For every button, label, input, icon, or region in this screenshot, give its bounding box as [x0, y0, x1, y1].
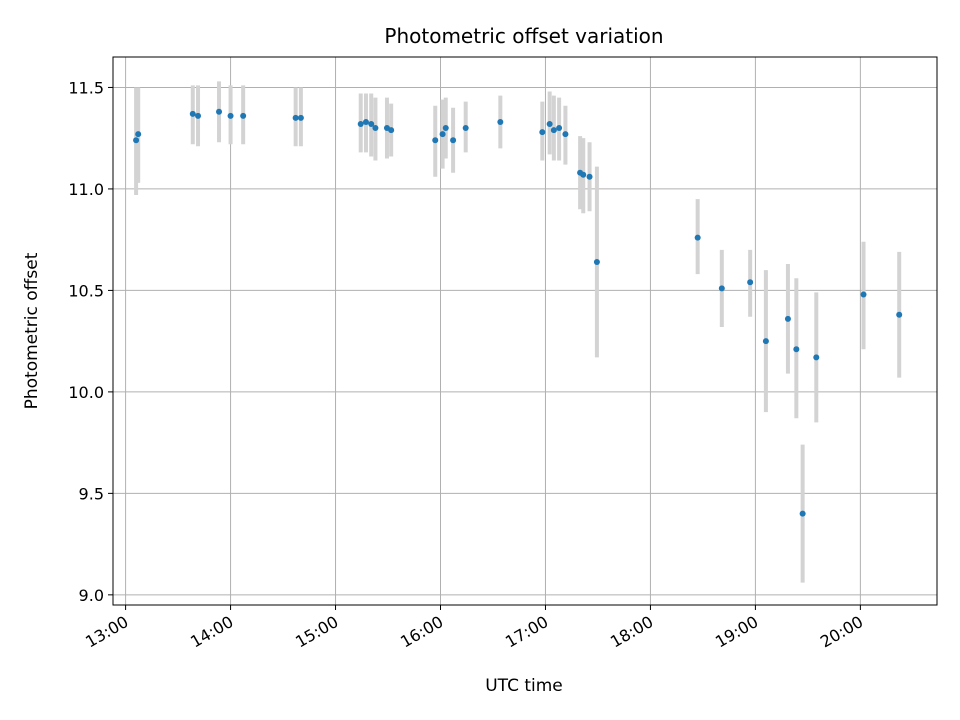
data-point: [747, 279, 754, 286]
data-point: [133, 137, 140, 144]
data-point: [556, 125, 563, 132]
x-axis-title: UTC time: [485, 676, 563, 696]
y-axis-title: Photometric offset: [22, 252, 42, 409]
plot-frame: [112, 56, 938, 606]
data-point: [227, 112, 234, 119]
data-point: [292, 114, 299, 121]
data-point: [580, 171, 587, 178]
data-point: [195, 112, 202, 119]
data-point: [388, 127, 395, 134]
data-point: [793, 346, 800, 353]
data-point: [593, 258, 600, 265]
data-point: [372, 125, 379, 132]
data-point: [216, 108, 223, 115]
grid-lines: [113, 57, 937, 605]
y-tick-label: 11.0: [68, 180, 104, 199]
y-tick-label: 10.0: [68, 383, 104, 402]
data-point: [799, 510, 806, 517]
data-point: [297, 114, 304, 121]
data-point: [546, 120, 553, 127]
y-tick-label: 9.0: [79, 586, 104, 605]
data-point: [357, 120, 364, 127]
data-point: [189, 110, 196, 117]
y-tick-label: 11.5: [68, 78, 104, 97]
data-point: [586, 173, 593, 180]
data-point: [439, 131, 446, 138]
y-axis-ticks: 9.0 9.5 10.0 10.5 11.0 11.5: [68, 78, 113, 605]
data-point: [784, 315, 791, 322]
data-point: [694, 234, 701, 241]
data-point: [497, 118, 504, 125]
data-point: [562, 131, 569, 138]
data-point: [432, 137, 439, 144]
data-point: [368, 120, 375, 127]
data-point: [240, 112, 247, 119]
data-point: [860, 291, 867, 298]
data-point: [762, 338, 769, 345]
data-points: [133, 108, 903, 517]
data-point: [718, 285, 725, 292]
data-point: [462, 125, 469, 132]
data-point: [442, 125, 449, 132]
data-point: [550, 127, 557, 134]
y-tick-label: 9.5: [79, 484, 104, 503]
data-point: [539, 129, 546, 136]
data-point: [896, 311, 903, 318]
data-point: [135, 131, 142, 138]
data-point: [813, 354, 820, 361]
data-point: [450, 137, 457, 144]
data-point: [362, 118, 369, 125]
chart-title: Photometric offset variation: [384, 24, 663, 48]
y-tick-label: 10.5: [68, 281, 104, 300]
